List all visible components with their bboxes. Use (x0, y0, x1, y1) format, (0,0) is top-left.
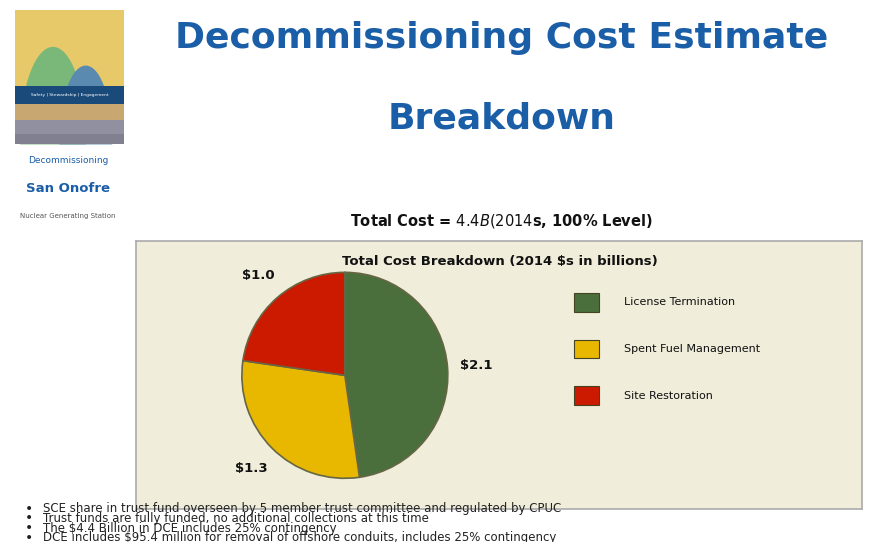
Text: Safety | Stewardship | Engagement: Safety | Stewardship | Engagement (31, 93, 108, 97)
Text: Nuclear Generating Station: Nuclear Generating Station (20, 213, 116, 219)
Text: Site Restoration: Site Restoration (624, 391, 713, 401)
Text: Decommissioning Cost Estimate: Decommissioning Cost Estimate (175, 22, 828, 55)
Text: $1.3: $1.3 (235, 462, 268, 475)
Text: Decommissioning: Decommissioning (28, 156, 108, 165)
Wedge shape (242, 360, 360, 478)
Bar (15, 86, 124, 104)
Text: Total Cost = $4.4B (2014 $s, 100% Level): Total Cost = $4.4B (2014 $s, 100% Level) (350, 212, 653, 230)
Text: License Termination: License Termination (624, 297, 735, 307)
Text: •: • (25, 531, 33, 542)
Polygon shape (60, 66, 112, 144)
Bar (15, 134, 124, 144)
Wedge shape (345, 273, 448, 478)
Text: Breakdown: Breakdown (387, 102, 616, 136)
Text: San Onofre: San Onofre (26, 182, 110, 195)
Bar (574, 340, 599, 358)
Wedge shape (243, 272, 345, 375)
Text: •: • (25, 521, 33, 535)
Text: •: • (25, 512, 33, 525)
Polygon shape (20, 48, 85, 144)
Text: $1.0: $1.0 (242, 269, 275, 282)
Bar (15, 120, 124, 144)
Text: •: • (25, 502, 33, 515)
Bar (574, 386, 599, 405)
Text: Trust funds are fully funded, no additional collections at this time: Trust funds are fully funded, no additio… (43, 512, 429, 525)
Text: The $4.4 Billion in DCE includes 25% contingency: The $4.4 Billion in DCE includes 25% con… (43, 522, 337, 534)
Text: SCE share in trust fund overseen by 5 member trust committee and regulated by CP: SCE share in trust fund overseen by 5 me… (43, 502, 561, 515)
Text: DCE includes $95.4 million for removal of offshore conduits, includes 25% contin: DCE includes $95.4 million for removal o… (43, 532, 556, 542)
Text: $2.1: $2.1 (460, 359, 493, 372)
Text: Spent Fuel Management: Spent Fuel Management (624, 344, 759, 354)
Bar (15, 10, 124, 144)
Text: Total Cost Breakdown (2014 $s in billions): Total Cost Breakdown (2014 $s in billion… (341, 255, 657, 268)
Bar (15, 104, 124, 144)
Bar (574, 293, 599, 312)
